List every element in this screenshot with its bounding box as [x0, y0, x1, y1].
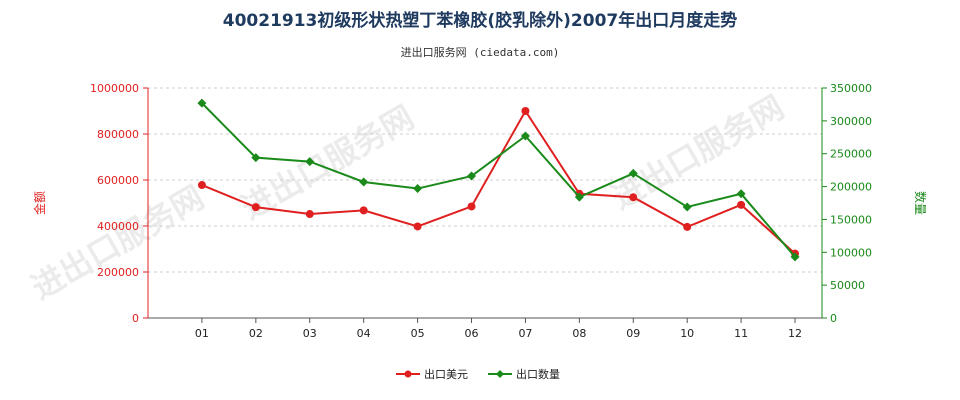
series-1-point: [413, 222, 422, 231]
series-1-point: [467, 202, 476, 211]
y-right-tick-label: 350000: [830, 82, 872, 95]
y-right-axis-title: 数量: [913, 191, 928, 215]
y-left-tick-label: 400000: [97, 220, 139, 233]
series-1-point: [197, 181, 206, 190]
legend-marker-1: [404, 370, 412, 378]
legend-label-1: 出口美元: [424, 367, 468, 381]
legend-label-2: 出口数量: [516, 367, 560, 381]
series-line-1: [201, 109, 796, 255]
x-tick-label: 06: [465, 327, 479, 340]
series-2-point: [520, 131, 530, 141]
y-right-tick-label: 50000: [830, 279, 865, 292]
x-tick-label: 07: [518, 327, 532, 340]
x-tick-label: 09: [626, 327, 640, 340]
y-right-tick-label: 150000: [830, 213, 872, 226]
series-2-point: [736, 189, 746, 199]
y-left-tick-label: 600000: [97, 174, 139, 187]
x-tick-label: 08: [572, 327, 586, 340]
series-2-point: [359, 177, 369, 187]
y-left-tick-label: 200000: [97, 266, 139, 279]
x-tick-label: 02: [249, 327, 263, 340]
series-1-point: [629, 193, 638, 202]
series-1-point: [683, 222, 692, 231]
y-right-tick-label: 0: [830, 312, 837, 325]
y-right-tick-label: 200000: [830, 181, 872, 194]
y-left-tick-label: 1000000: [90, 82, 139, 95]
series-2-point: [413, 184, 423, 194]
series-1-point: [737, 200, 746, 209]
series-1-point: [251, 203, 260, 212]
x-tick-label: 01: [195, 327, 209, 340]
y-left-axis-title: 金额: [32, 191, 47, 215]
chart-title: 40021913初级形状热塑丁苯橡胶(胶乳除外)2007年出口月度走势: [222, 11, 738, 31]
series-2-point: [251, 153, 261, 163]
legend-marker-2: [496, 370, 504, 378]
x-tick-label: 11: [734, 327, 748, 340]
series-2-point: [467, 171, 477, 181]
x-tick-label: 12: [788, 327, 802, 340]
series-1-point: [359, 206, 368, 215]
series-2-point: [682, 202, 692, 212]
series-line-2: [201, 102, 796, 258]
watermark-text: 进出口服务网: [25, 178, 210, 307]
series-2-point: [574, 192, 584, 202]
y-left-tick-label: 0: [132, 312, 139, 325]
series-2-point: [305, 157, 315, 167]
x-tick-label: 10: [680, 327, 694, 340]
chart-subtitle: 进出口服务网 (ciedata.com): [400, 46, 560, 59]
series-2-point: [197, 98, 207, 108]
x-tick-label: 04: [357, 327, 371, 340]
x-tick-label: 05: [411, 327, 425, 340]
series-2-point: [790, 252, 800, 262]
series-2-point: [628, 168, 638, 178]
y-right-tick-label: 100000: [830, 246, 872, 259]
y-right-tick-label: 300000: [830, 115, 872, 128]
y-right-tick-label: 250000: [830, 148, 872, 161]
series-1-point: [305, 210, 314, 219]
x-tick-label: 03: [303, 327, 317, 340]
series-1-point: [521, 107, 530, 115]
y-left-tick-label: 800000: [97, 128, 139, 141]
